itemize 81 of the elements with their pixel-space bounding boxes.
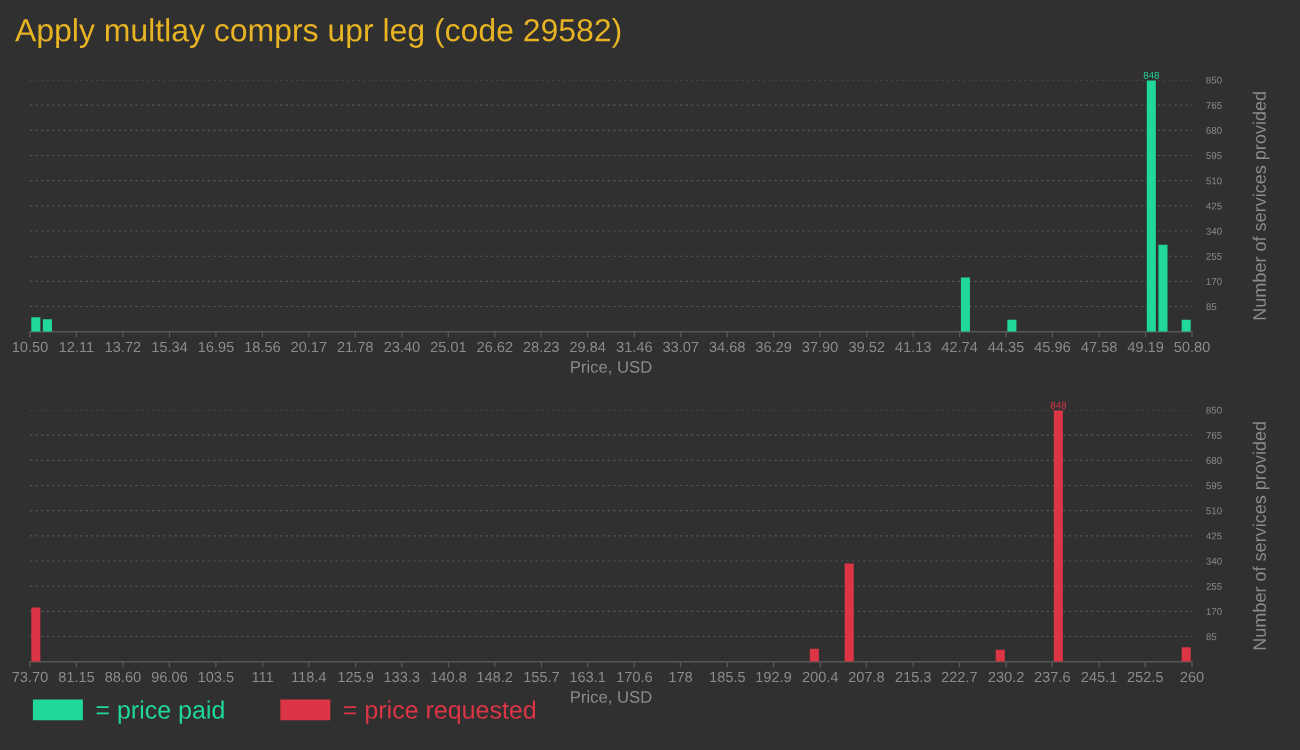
chart-title: Apply multlay comprs upr leg (code 29582) xyxy=(15,18,621,48)
y-tick-label: 595 xyxy=(1206,482,1222,490)
legend-label: = price paid xyxy=(96,700,224,724)
x-tick-label: 200.4 xyxy=(802,671,839,683)
legend-label: = price requested xyxy=(344,700,536,724)
y-tick-label: 850 xyxy=(1206,76,1222,84)
x-tick-label: 103.5 xyxy=(198,671,234,683)
x-tick-label: 125.9 xyxy=(338,671,374,683)
x-tick-label: 34.68 xyxy=(709,341,745,353)
y-tick-label: 255 xyxy=(1206,582,1222,590)
y-tick-label: 510 xyxy=(1206,507,1222,515)
x-tick-label: 25.01 xyxy=(430,341,466,353)
y-tick-label: 255 xyxy=(1206,252,1222,260)
x-tick-label: 16.95 xyxy=(198,341,234,353)
y-tick-label: 850 xyxy=(1206,406,1222,414)
y-tick-label: 340 xyxy=(1206,557,1222,565)
x-tick-label: 185.5 xyxy=(710,671,745,683)
x-tick-label: 21.78 xyxy=(337,341,373,353)
x-tick-label: 252.5 xyxy=(1127,671,1163,683)
x-tick-label: 260 xyxy=(1180,671,1204,683)
x-tick-label: 20.17 xyxy=(291,341,327,353)
x-tick-label: 237.6 xyxy=(1034,671,1070,683)
x-tick-label: 39.52 xyxy=(849,341,885,353)
x-tick-label: 50.80 xyxy=(1174,341,1210,353)
y-tick-label: 595 xyxy=(1206,152,1222,160)
y-axis-title: Number of services provided xyxy=(1252,92,1270,320)
x-tick-label: 230.2 xyxy=(988,671,1024,683)
x-tick-label: 10.50 xyxy=(12,341,48,353)
x-tick-label: 18.56 xyxy=(245,341,281,353)
x-tick-label: 163.1 xyxy=(570,671,606,683)
x-tick-label: 96.06 xyxy=(151,671,188,683)
x-tick-label: 47.58 xyxy=(1081,341,1117,353)
y-tick-label: 170 xyxy=(1206,608,1222,615)
y-tick-label: 765 xyxy=(1206,431,1222,439)
x-tick-label: 26.62 xyxy=(477,341,513,353)
y-tick-label: 425 xyxy=(1206,202,1222,210)
x-tick-label: 36.29 xyxy=(755,341,792,353)
x-tick-label: 222.7 xyxy=(941,671,977,682)
x-tick-label: 170.6 xyxy=(617,671,652,683)
data-label: 848 xyxy=(1050,401,1067,409)
x-tick-label: 73.70 xyxy=(12,671,48,683)
x-tick-label: 88.60 xyxy=(105,671,141,683)
x-tick-label: 111 xyxy=(252,671,274,682)
y-tick-label: 85 xyxy=(1206,303,1217,311)
y-tick-label: 85 xyxy=(1206,633,1217,641)
x-axis-title: Price, USD xyxy=(571,360,652,375)
x-tick-label: 29.84 xyxy=(570,341,606,353)
x-tick-label: 23.40 xyxy=(384,341,420,353)
x-tick-label: 45.96 xyxy=(1034,341,1071,353)
x-tick-label: 33.07 xyxy=(663,341,699,353)
x-tick-label: 178 xyxy=(669,671,693,683)
x-tick-label: 192.9 xyxy=(756,671,792,683)
x-tick-label: 28.23 xyxy=(523,341,559,353)
x-tick-label: 13.72 xyxy=(105,341,141,353)
y-tick-label: 510 xyxy=(1206,177,1222,185)
x-tick-label: 215.3 xyxy=(895,671,931,683)
x-tick-label: 42.74 xyxy=(941,341,978,352)
x-tick-label: 31.46 xyxy=(616,341,652,353)
x-tick-label: 12.11 xyxy=(59,341,94,352)
x-tick-label: 155.7 xyxy=(524,671,559,683)
y-tick-label: 425 xyxy=(1206,532,1222,540)
x-tick-label: 37.90 xyxy=(802,341,838,353)
x-tick-label: 81.15 xyxy=(58,671,95,683)
data-label: 848 xyxy=(1143,71,1160,79)
y-tick-label: 680 xyxy=(1206,127,1222,134)
x-axis-title: Price, USD xyxy=(571,690,652,705)
y-tick-label: 340 xyxy=(1206,227,1222,235)
x-tick-label: 49.19 xyxy=(1127,341,1164,353)
x-tick-label: 207.8 xyxy=(848,671,885,683)
y-tick-label: 680 xyxy=(1206,457,1222,464)
x-tick-label: 245.1 xyxy=(1081,671,1117,683)
x-tick-label: 148.2 xyxy=(477,671,513,683)
x-tick-label: 44.35 xyxy=(988,341,1024,353)
y-tick-label: 170 xyxy=(1206,278,1222,285)
x-tick-label: 15.34 xyxy=(152,341,188,353)
y-tick-label: 765 xyxy=(1206,101,1222,109)
y-axis-title: Number of services provided xyxy=(1252,422,1270,650)
x-tick-label: 41.13 xyxy=(895,341,931,353)
x-tick-label: 118.4 xyxy=(292,671,327,683)
x-tick-label: 140.8 xyxy=(431,671,467,683)
x-tick-label: 133.3 xyxy=(384,671,420,683)
